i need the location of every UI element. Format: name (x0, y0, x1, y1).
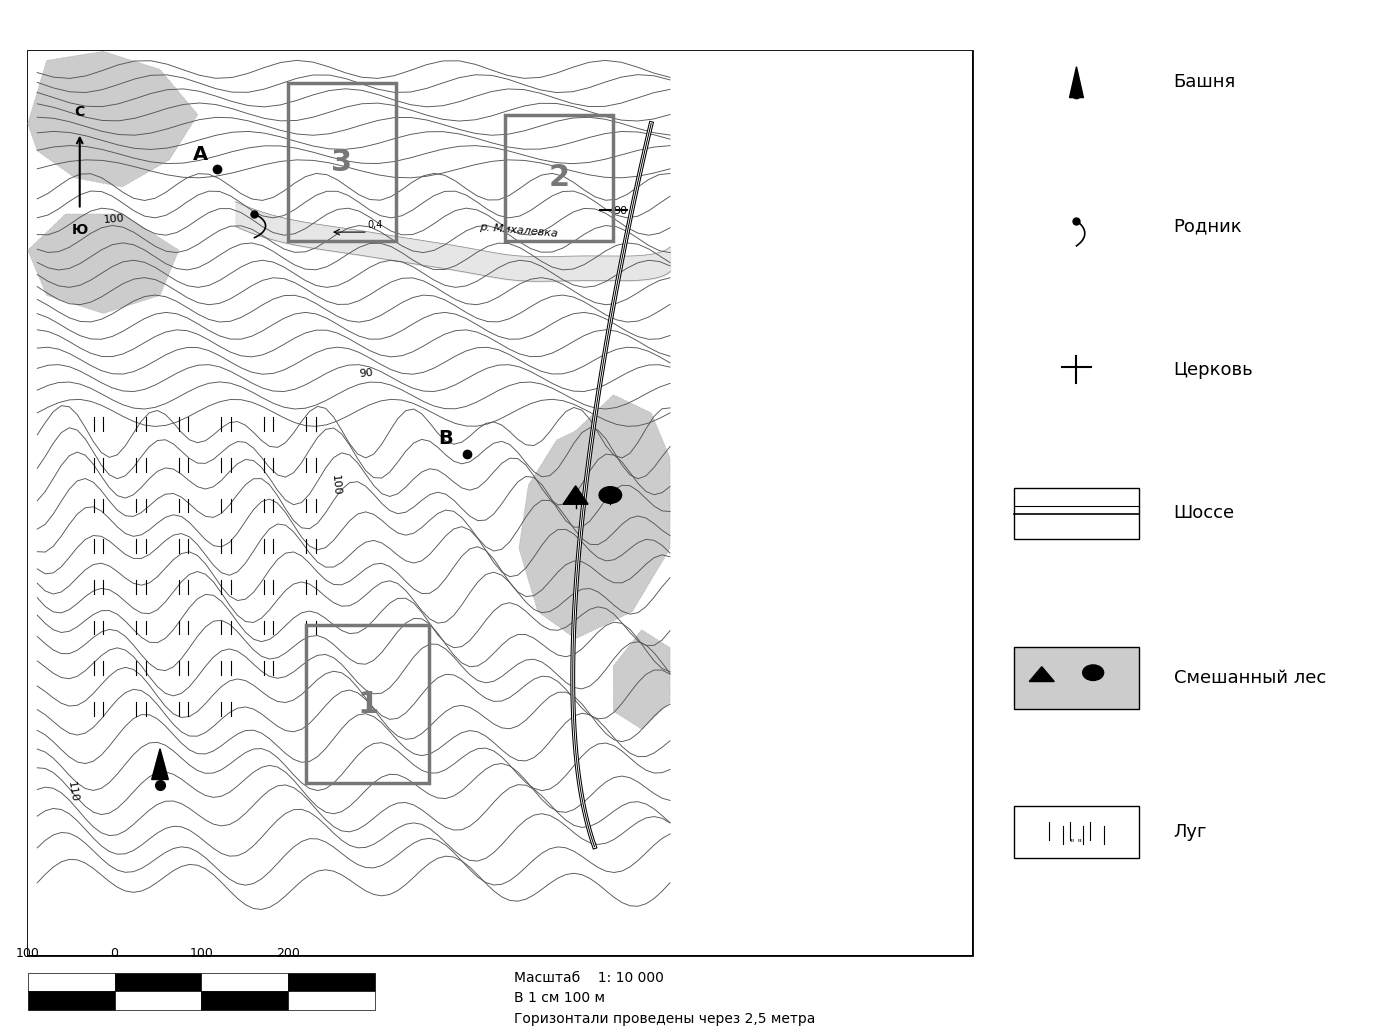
Bar (288, 991, 375, 1010)
Text: В: В (439, 429, 453, 449)
Text: 90: 90 (614, 206, 628, 216)
Text: С: С (75, 105, 85, 119)
Text: 110: 110 (65, 782, 79, 803)
Polygon shape (28, 214, 179, 313)
Polygon shape (614, 630, 669, 729)
Polygon shape (563, 486, 588, 504)
Bar (1014, 647, 1139, 709)
Text: 100: 100 (103, 214, 125, 225)
Polygon shape (519, 394, 669, 639)
Text: 0,4: 0,4 (368, 220, 383, 230)
Bar (28, 991, 114, 1010)
Text: 3: 3 (331, 148, 353, 177)
Text: Масштаб    1: 10 000: Масштаб 1: 10 000 (514, 971, 664, 985)
Polygon shape (151, 749, 168, 779)
Circle shape (599, 487, 622, 503)
Bar (28, 51, 972, 955)
Bar (1014, 488, 1139, 539)
Bar (307, 625, 429, 784)
Text: Луг: Луг (1174, 823, 1207, 841)
Text: Родник: Родник (1174, 217, 1242, 235)
Bar (28, 51, 972, 955)
Bar (504, 115, 614, 241)
Text: " ": " " (1071, 839, 1082, 849)
Text: 100: 100 (15, 947, 40, 960)
Text: 90: 90 (358, 368, 374, 379)
Text: Башня: Башня (1174, 73, 1236, 91)
Text: Смешанный лес: Смешанный лес (1174, 669, 1326, 687)
Text: 200: 200 (276, 947, 300, 960)
Bar (288, 83, 396, 241)
Polygon shape (1070, 67, 1083, 98)
Bar (28, 973, 114, 991)
Text: 0: 0 (111, 947, 118, 960)
Text: Шоссе: Шоссе (1174, 504, 1235, 523)
Text: Церковь: Церковь (1174, 360, 1253, 379)
Text: р. Михалевка: р. Михалевка (479, 222, 558, 238)
Text: 2: 2 (549, 163, 569, 192)
Bar (201, 991, 288, 1010)
Circle shape (1082, 664, 1104, 681)
Bar (1014, 806, 1139, 858)
Polygon shape (28, 51, 197, 187)
Text: 100: 100 (189, 947, 214, 960)
Text: 1: 1 (357, 690, 378, 719)
Text: 100: 100 (331, 474, 342, 496)
Bar (114, 973, 201, 991)
Bar (114, 991, 201, 1010)
Text: В 1 см 100 м: В 1 см 100 м (514, 991, 606, 1005)
Bar (201, 973, 288, 991)
Text: Ю: Ю (72, 223, 88, 237)
Text: А: А (193, 145, 208, 163)
Bar (288, 973, 375, 991)
Polygon shape (1029, 667, 1054, 682)
Text: Горизонтали проведены через 2,5 метра: Горизонтали проведены через 2,5 метра (514, 1012, 815, 1026)
